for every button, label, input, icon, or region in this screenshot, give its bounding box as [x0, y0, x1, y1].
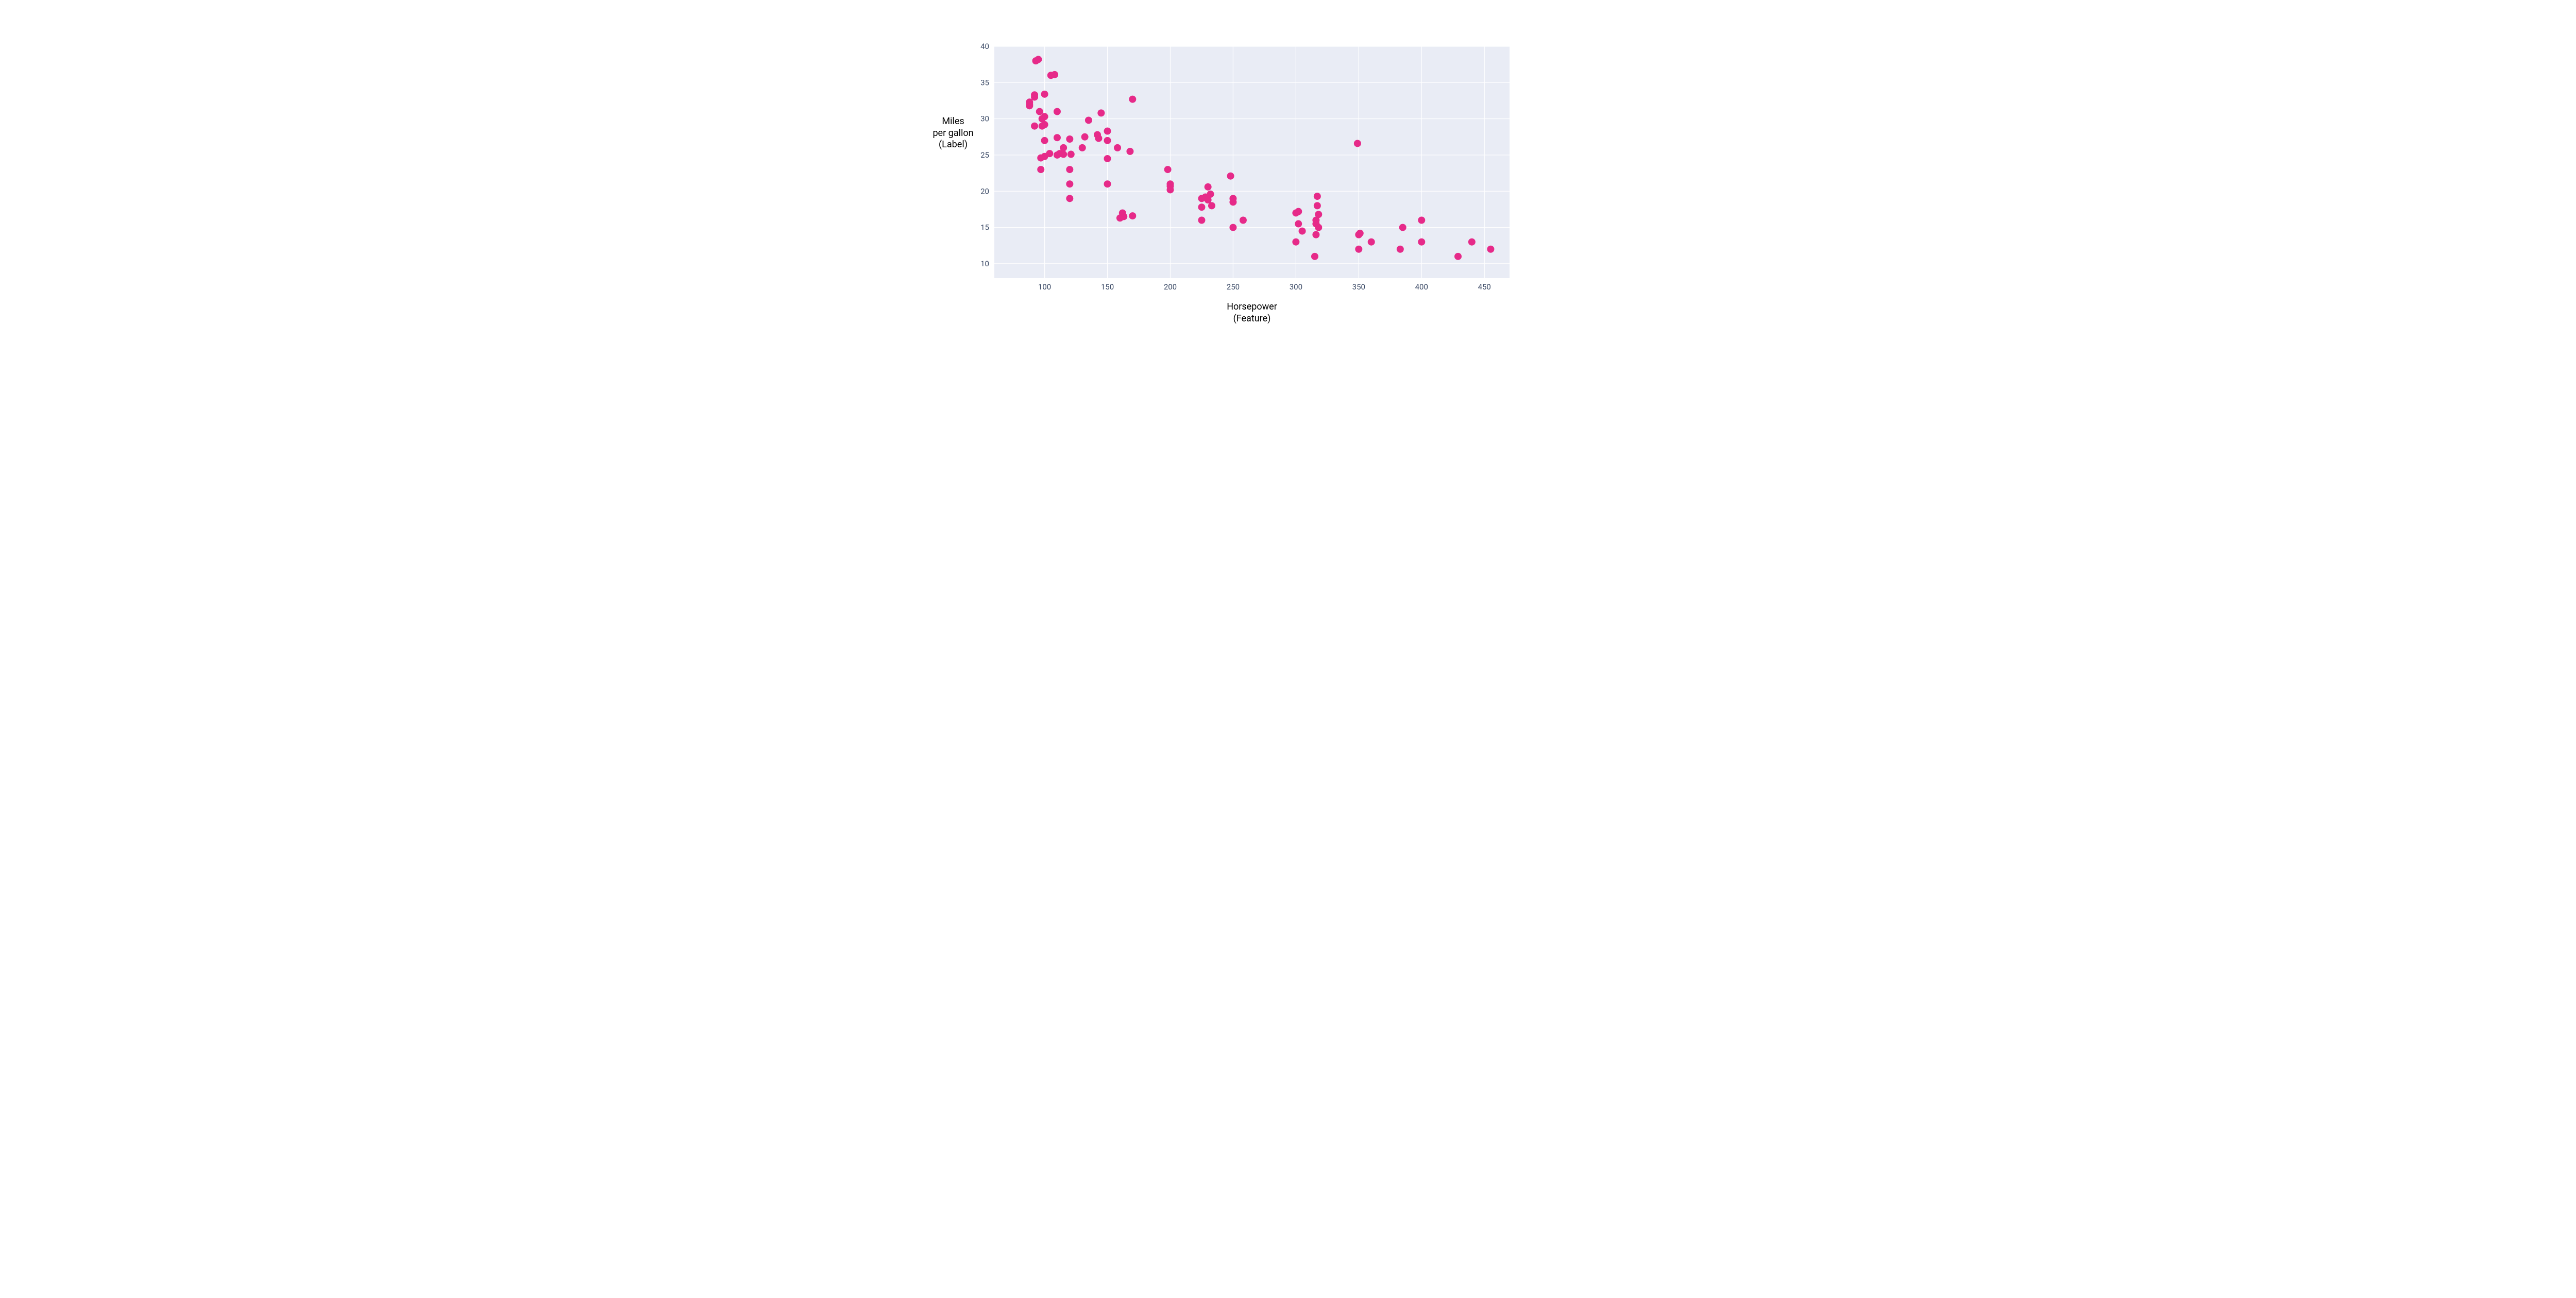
y-tick-label: 20 — [980, 186, 989, 196]
x-tick-label: 300 — [1290, 282, 1302, 292]
data-point — [1066, 135, 1073, 143]
data-point — [1079, 144, 1086, 151]
data-point — [1229, 224, 1236, 231]
y-tick-label: 40 — [980, 42, 989, 51]
data-point — [1354, 140, 1361, 147]
data-point — [1166, 182, 1174, 190]
data-point — [1026, 102, 1033, 109]
data-point — [1126, 148, 1133, 155]
data-point — [1227, 173, 1234, 180]
data-point — [1314, 202, 1321, 209]
y-tick-label: 25 — [980, 150, 989, 160]
data-point — [1198, 203, 1205, 211]
data-point — [1041, 121, 1048, 128]
data-point — [1114, 144, 1121, 151]
data-point — [1104, 155, 1111, 162]
x-axis-label-line1: Horsepower — [994, 301, 1510, 313]
data-point — [1454, 253, 1462, 260]
data-point — [1315, 224, 1322, 231]
data-point — [1229, 195, 1236, 202]
data-point — [1315, 211, 1322, 218]
data-point — [1418, 238, 1425, 246]
data-point — [1095, 135, 1102, 142]
data-point — [1081, 133, 1089, 141]
x-tick-label: 450 — [1478, 282, 1491, 292]
data-point — [1129, 96, 1136, 103]
data-point — [1198, 217, 1205, 224]
data-point — [1054, 108, 1061, 115]
x-tick-label: 400 — [1415, 282, 1428, 292]
data-point — [1066, 166, 1073, 173]
data-point — [1046, 150, 1053, 157]
data-point — [1104, 180, 1111, 187]
data-point — [1397, 246, 1404, 253]
y-tick-label: 35 — [980, 78, 989, 87]
data-point — [1292, 238, 1299, 246]
data-point — [1295, 220, 1302, 228]
data-point — [1240, 217, 1247, 224]
data-point — [1041, 137, 1048, 144]
data-point — [1035, 56, 1042, 63]
data-point — [1357, 230, 1364, 237]
x-tick-label: 250 — [1227, 282, 1240, 292]
data-point — [1060, 144, 1067, 151]
data-point — [1205, 183, 1212, 191]
y-axis-label-line1: Miles — [917, 116, 989, 128]
data-point — [1041, 113, 1048, 120]
data-point — [1129, 212, 1136, 219]
data-point — [1468, 238, 1476, 246]
y-tick-label: 15 — [980, 223, 989, 232]
data-point — [1355, 246, 1362, 253]
data-point — [1041, 91, 1048, 98]
data-point — [1067, 151, 1075, 158]
data-point — [1487, 246, 1494, 253]
y-tick-label: 10 — [980, 259, 989, 268]
x-tick-label: 150 — [1101, 282, 1114, 292]
data-point — [1097, 109, 1105, 116]
y-axis-label-line3: (Label) — [917, 139, 989, 151]
data-point — [1031, 91, 1038, 98]
data-point — [1066, 195, 1073, 202]
data-point — [1295, 208, 1302, 215]
x-tick-label: 200 — [1164, 282, 1177, 292]
data-point — [1368, 238, 1375, 246]
y-axis-label-line2: per gallon — [917, 128, 989, 140]
data-point — [1312, 231, 1319, 238]
data-point — [1311, 253, 1318, 260]
data-point — [1207, 191, 1214, 198]
x-tick-label: 350 — [1352, 282, 1365, 292]
figure: Miles per gallon (Label) 100 150 200 250 300… — [896, 0, 1680, 371]
data-point — [1208, 202, 1215, 209]
x-axis-label-line2: (Feature) — [994, 313, 1510, 325]
plot-background — [994, 46, 1510, 278]
data-point — [1054, 134, 1061, 141]
data-point — [1060, 151, 1067, 158]
y-axis-label: Miles per gallon (Label) — [917, 116, 989, 151]
data-point — [1085, 116, 1092, 124]
data-point — [1418, 217, 1425, 224]
data-point — [1051, 71, 1058, 78]
x-axis-label: Horsepower (Feature) — [994, 301, 1510, 324]
data-point — [1104, 137, 1111, 144]
data-point — [1104, 128, 1111, 135]
data-point — [1120, 213, 1127, 220]
data-point — [1399, 224, 1406, 231]
data-point — [1037, 166, 1044, 173]
data-point — [1066, 180, 1073, 187]
data-point — [1314, 193, 1321, 200]
x-tick-label: 100 — [1038, 282, 1051, 292]
data-point — [1164, 166, 1172, 173]
data-point — [1299, 228, 1306, 235]
data-point — [1031, 123, 1038, 130]
